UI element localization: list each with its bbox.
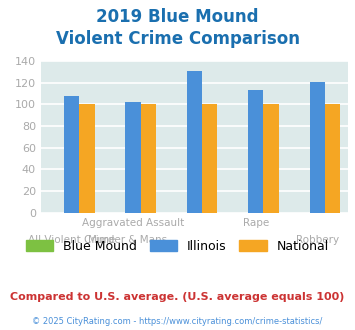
Text: All Violent Crime: All Violent Crime xyxy=(28,235,115,245)
Bar xyxy=(202,104,217,213)
Bar xyxy=(64,96,79,213)
Legend: Blue Mound, Illinois, National: Blue Mound, Illinois, National xyxy=(21,235,334,258)
Text: Aggravated Assault: Aggravated Assault xyxy=(82,218,184,228)
Bar xyxy=(325,104,340,213)
Text: Murder & Mans...: Murder & Mans... xyxy=(88,235,178,245)
Bar xyxy=(248,90,263,213)
Text: 2019 Blue Mound: 2019 Blue Mound xyxy=(96,8,259,26)
Text: Compared to U.S. average. (U.S. average equals 100): Compared to U.S. average. (U.S. average … xyxy=(10,292,345,302)
Bar xyxy=(310,82,325,213)
Text: Violent Crime Comparison: Violent Crime Comparison xyxy=(55,30,300,48)
Text: Rape: Rape xyxy=(243,218,269,228)
Bar xyxy=(125,102,141,213)
Bar xyxy=(187,71,202,213)
Text: © 2025 CityRating.com - https://www.cityrating.com/crime-statistics/: © 2025 CityRating.com - https://www.city… xyxy=(32,317,323,326)
Bar xyxy=(263,104,279,213)
Bar xyxy=(141,104,156,213)
Text: Robbery: Robbery xyxy=(296,235,339,245)
Bar xyxy=(79,104,94,213)
